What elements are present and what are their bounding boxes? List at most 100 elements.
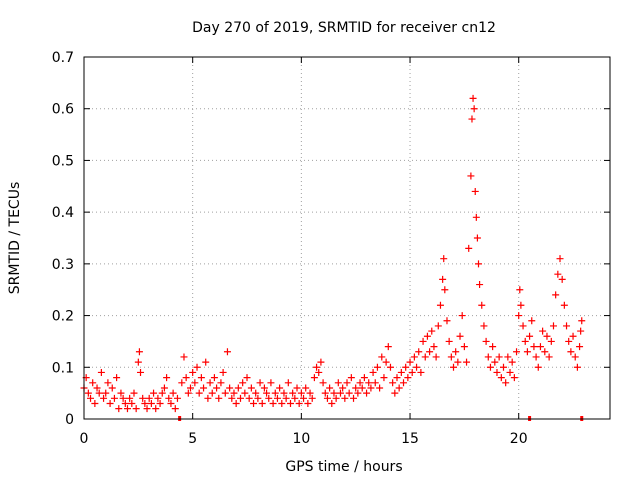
data-point — [328, 399, 336, 407]
data-point — [499, 363, 507, 371]
data-point — [167, 399, 175, 407]
data-point — [558, 275, 566, 283]
data-point — [302, 384, 310, 392]
data-point — [273, 394, 281, 402]
data-point — [106, 399, 114, 407]
data-point — [330, 389, 338, 397]
data-point — [137, 368, 145, 376]
data-point — [217, 379, 225, 387]
data-point — [134, 358, 142, 366]
data-point — [452, 348, 460, 356]
data-point — [430, 343, 438, 351]
data-point — [536, 343, 544, 351]
data-point — [569, 332, 577, 340]
data-point — [491, 358, 499, 366]
data-point — [480, 322, 488, 330]
data-point — [502, 379, 510, 387]
data-point — [556, 255, 564, 263]
data-point — [276, 384, 284, 392]
data-point — [526, 332, 534, 340]
data-point — [395, 384, 403, 392]
data-point — [352, 384, 360, 392]
data-point — [549, 322, 557, 330]
data-point — [245, 394, 253, 402]
data-point — [239, 379, 247, 387]
data-point — [408, 368, 416, 376]
data-point — [447, 353, 455, 361]
data-point — [478, 301, 486, 309]
data-point — [230, 389, 238, 397]
data-point — [202, 358, 210, 366]
data-point — [543, 332, 551, 340]
data-point — [434, 322, 442, 330]
data-point — [135, 348, 143, 356]
data-point — [530, 343, 538, 351]
data-point — [436, 301, 444, 309]
data-point — [163, 374, 171, 382]
data-point — [577, 327, 585, 335]
data-point — [115, 405, 123, 413]
data-point — [578, 317, 586, 325]
y-tick-label: 0.2 — [52, 309, 74, 325]
data-point — [123, 405, 131, 413]
data-point — [552, 291, 560, 299]
data-point — [280, 389, 288, 397]
data-point — [236, 394, 244, 402]
data-point — [400, 379, 408, 387]
data-point — [130, 389, 138, 397]
data-point — [450, 363, 458, 371]
data-point — [332, 394, 340, 402]
data-point — [258, 399, 266, 407]
data-point — [460, 343, 468, 351]
data-point — [260, 384, 268, 392]
data-point — [513, 348, 521, 356]
data-point — [286, 399, 294, 407]
x-tick-label: 20 — [510, 431, 528, 447]
data-point — [371, 379, 379, 387]
data-point — [263, 389, 271, 397]
data-point — [389, 379, 397, 387]
data-point — [510, 374, 518, 382]
data-point — [326, 384, 334, 392]
data-point — [363, 389, 371, 397]
data-point — [147, 399, 155, 407]
data-point — [234, 384, 242, 392]
data-point — [293, 384, 301, 392]
data-point — [119, 394, 127, 402]
data-point — [539, 327, 547, 335]
data-point — [534, 363, 542, 371]
data-point — [97, 368, 105, 376]
data-point — [289, 389, 297, 397]
data-point — [313, 363, 321, 371]
data-point — [573, 363, 581, 371]
data-point — [171, 405, 179, 413]
data-point — [195, 389, 203, 397]
data-point — [91, 399, 99, 407]
data-point — [482, 337, 490, 345]
data-point — [471, 187, 479, 195]
data-point — [243, 374, 251, 382]
data-point — [93, 384, 101, 392]
data-point — [323, 394, 331, 402]
data-point — [410, 353, 418, 361]
data-point — [184, 389, 192, 397]
data-point — [267, 379, 275, 387]
data-point — [87, 394, 95, 402]
data-point — [404, 374, 412, 382]
data-point — [160, 384, 168, 392]
data-point — [271, 389, 279, 397]
data-point — [506, 368, 514, 376]
data-point — [445, 337, 453, 345]
data-point — [197, 374, 205, 382]
data-point — [215, 394, 223, 402]
y-axis-label: SRMTID / TECUs — [7, 182, 23, 295]
chart-title: Day 270 of 2019, SRMTID for receiver cn1… — [192, 20, 496, 36]
data-point — [150, 389, 158, 397]
data-point — [458, 312, 466, 320]
data-point — [226, 384, 234, 392]
data-point — [393, 374, 401, 382]
data-point — [221, 389, 229, 397]
data-point — [563, 322, 571, 330]
data-point — [508, 358, 516, 366]
data-point — [110, 394, 118, 402]
